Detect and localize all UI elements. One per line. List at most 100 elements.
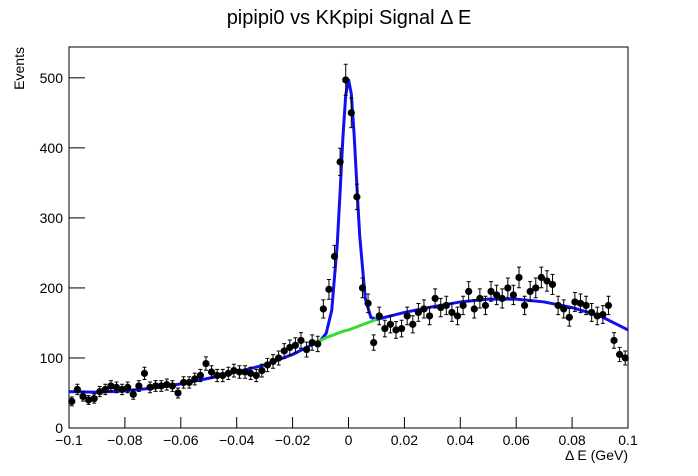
data-point <box>185 378 193 387</box>
data-point <box>213 371 221 380</box>
data-point <box>453 312 462 320</box>
background-curve <box>314 318 377 344</box>
data-point <box>576 299 585 307</box>
data-point <box>465 287 473 296</box>
data-point <box>448 308 456 317</box>
y-tick-label: 400 <box>40 140 64 156</box>
data-point <box>68 397 76 405</box>
data-point <box>124 383 132 391</box>
data-point <box>286 343 294 352</box>
x-tick-label: −0.04 <box>219 432 255 448</box>
data-point <box>414 308 422 317</box>
chart-title: pipipi0 vs KKpipi Signal Δ E <box>227 7 472 29</box>
data-point <box>146 383 154 391</box>
data-point <box>207 368 216 376</box>
data-point <box>336 158 344 166</box>
data-point <box>554 301 562 310</box>
data-point <box>140 369 149 377</box>
data-point <box>96 387 104 396</box>
data-point <box>112 383 121 391</box>
data-point <box>174 389 182 397</box>
data-point <box>168 382 177 390</box>
y-tick-label: 100 <box>40 350 64 366</box>
data-point <box>409 320 417 328</box>
data-point <box>487 287 495 296</box>
data-point <box>470 305 478 313</box>
data-point <box>616 350 624 359</box>
data-point <box>358 284 367 292</box>
data-point <box>459 301 467 310</box>
data-point <box>621 354 629 362</box>
data-point <box>588 308 596 317</box>
data-point <box>431 294 439 303</box>
data-point <box>403 312 411 320</box>
x-tick-label: −0.02 <box>275 432 311 448</box>
data-point <box>302 345 311 354</box>
data-point <box>520 301 529 310</box>
y-tick-label: 200 <box>40 280 64 296</box>
data-point <box>370 338 378 347</box>
x-axis-label: Δ E (GeV) <box>565 447 628 463</box>
data-point <box>565 313 573 321</box>
data-point <box>118 385 126 394</box>
data-point <box>258 366 266 375</box>
data-point <box>509 291 518 299</box>
x-tick-label: 0.08 <box>558 432 585 448</box>
x-tick-label: −0.1 <box>55 432 83 448</box>
data-point <box>275 354 283 362</box>
data-point <box>202 359 210 368</box>
x-tick-label: 0.04 <box>447 432 474 448</box>
data-point <box>179 378 188 387</box>
data-point <box>599 310 607 319</box>
data-point <box>297 336 305 345</box>
data-point <box>610 336 618 345</box>
data-point <box>582 301 590 310</box>
y-tick-label: 0 <box>55 420 63 436</box>
data-point <box>101 385 109 394</box>
data-point <box>107 382 115 390</box>
data-point <box>353 193 361 201</box>
data-point <box>280 347 288 355</box>
data-point <box>498 294 506 303</box>
data-point <box>375 312 383 320</box>
x-tick-label: 0.06 <box>503 432 530 448</box>
x-tick-label: 0.1 <box>618 432 638 448</box>
data-point <box>135 382 143 390</box>
data-point <box>342 76 350 84</box>
y-tick-label: 300 <box>40 210 64 226</box>
data-point <box>560 305 568 313</box>
data-point <box>269 357 277 366</box>
data-point <box>543 277 551 285</box>
data-point <box>191 375 199 383</box>
data-point <box>157 382 165 390</box>
data-point <box>247 369 255 377</box>
data-point <box>347 109 355 117</box>
data-point <box>291 341 299 349</box>
data-point <box>425 312 434 320</box>
data-point <box>196 371 204 380</box>
data-point <box>90 394 98 403</box>
data-point <box>241 368 249 376</box>
y-tick-label: 500 <box>40 70 64 86</box>
fit-curve <box>68 78 629 394</box>
data-point <box>381 324 389 333</box>
data-point <box>526 287 534 296</box>
data-point <box>398 324 406 333</box>
data-point <box>252 371 260 380</box>
x-tick-label: 0.02 <box>391 432 418 448</box>
data-point <box>79 392 87 401</box>
data-point <box>504 284 512 292</box>
data-point <box>392 326 400 334</box>
data-point <box>224 369 232 377</box>
y-axis-label: Events <box>11 47 27 90</box>
data-point <box>571 298 579 306</box>
x-tick-label: 0 <box>345 432 353 448</box>
data-point <box>386 320 395 328</box>
data-point <box>129 390 137 398</box>
data-point <box>593 312 601 320</box>
x-tick-label: −0.06 <box>163 432 199 448</box>
data-point <box>319 305 327 313</box>
data-point <box>481 301 490 310</box>
data-point <box>84 396 93 404</box>
